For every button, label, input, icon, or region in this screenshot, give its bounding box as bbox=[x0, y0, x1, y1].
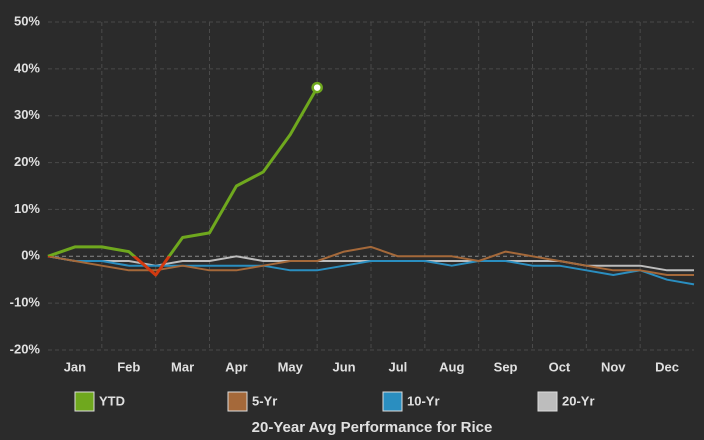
x-tick-label: Oct bbox=[549, 359, 571, 374]
legend-swatch bbox=[227, 391, 248, 412]
legend-label: 20-Yr bbox=[562, 393, 595, 408]
x-tick-label: Jan bbox=[64, 359, 86, 374]
x-tick-label: Dec bbox=[655, 359, 679, 374]
x-tick-label: Jul bbox=[389, 359, 408, 374]
y-tick-label: 40% bbox=[14, 60, 40, 75]
y-tick-label: -20% bbox=[10, 341, 41, 356]
series-line bbox=[47, 245, 694, 276]
y-tick-label: 20% bbox=[14, 154, 40, 169]
x-tick-label: Feb bbox=[117, 359, 140, 374]
series-line bbox=[47, 86, 319, 257]
x-tick-label: Aug bbox=[439, 359, 464, 374]
legend-swatch bbox=[537, 391, 558, 412]
x-tick-label: Apr bbox=[225, 359, 247, 374]
x-tick-label: Jun bbox=[333, 359, 356, 374]
legend-swatch bbox=[382, 391, 403, 412]
y-tick-label: 0% bbox=[21, 248, 40, 263]
y-tick-label: 30% bbox=[14, 107, 40, 122]
y-tick-label: 50% bbox=[14, 13, 40, 28]
series-line bbox=[47, 255, 695, 286]
legend-label: 5-Yr bbox=[252, 393, 277, 408]
legend-label: YTD bbox=[99, 393, 125, 408]
x-tick-label: Sep bbox=[494, 359, 518, 374]
legend-label: 10-Yr bbox=[407, 393, 440, 408]
legend-swatch bbox=[74, 391, 95, 412]
y-tick-label: 10% bbox=[14, 201, 40, 216]
end-marker bbox=[311, 81, 323, 94]
y-tick-label: -10% bbox=[10, 295, 41, 310]
chart-title: 20-Year Avg Performance for Rice bbox=[252, 419, 493, 436]
x-tick-label: May bbox=[278, 359, 304, 374]
x-tick-label: Mar bbox=[171, 359, 194, 374]
x-tick-label: Nov bbox=[601, 359, 626, 374]
